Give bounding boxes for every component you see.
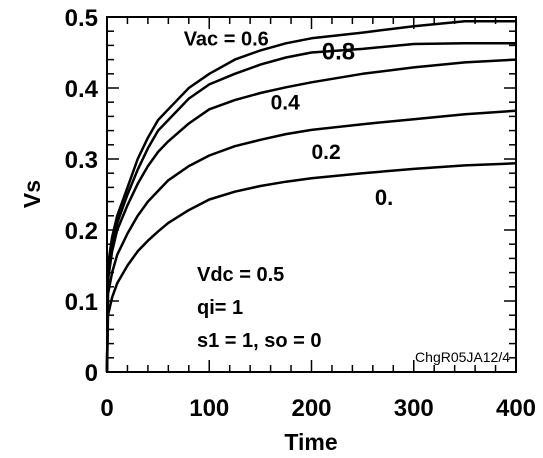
x-tick-label: 400 [496, 395, 536, 422]
y-tick-label: 0.5 [65, 5, 98, 32]
x-tick-label: 300 [394, 395, 434, 422]
series-line [105, 162, 517, 373]
series-label: 0.2 [312, 141, 341, 164]
series-line [105, 109, 517, 373]
x-axis-label: Time [284, 429, 337, 455]
x-tick-label: 100 [189, 395, 229, 422]
series-label: 0.8 [322, 39, 355, 66]
axes: 0 100 200 300 400 0 0.1 0.2 0.3 0.4 0.5 [65, 5, 536, 422]
y-axis-label: Vs [19, 180, 45, 208]
y-tick-label: 0 [85, 360, 98, 387]
series-labels: Vac = 0.6 0.8 0.4 0.2 0. [184, 28, 394, 210]
series-line [105, 42, 516, 373]
y-tick-label: 0.2 [65, 218, 98, 245]
chart-id-tag: ChgR05JA12/4 [415, 349, 510, 365]
series-lines [105, 20, 517, 373]
y-tick-label: 0.1 [65, 289, 98, 316]
series-label: 0. [375, 185, 393, 210]
y-tick-label: 0.3 [65, 147, 98, 174]
series-line [105, 20, 516, 373]
annotation-s1-so: s1 = 1, so = 0 [197, 330, 322, 352]
plot-frame [106, 16, 517, 373]
series-label: Vac = 0.6 [184, 28, 269, 50]
x-tick-label: 0 [100, 395, 113, 422]
annotation-qi: qi= 1 [197, 297, 243, 319]
x-tick-label: 200 [291, 395, 331, 422]
series-line [105, 58, 517, 373]
y-tick-label: 0.4 [65, 76, 99, 103]
annotation-vdc: Vdc = 0.5 [197, 264, 284, 286]
series-label: 0.4 [271, 91, 301, 114]
